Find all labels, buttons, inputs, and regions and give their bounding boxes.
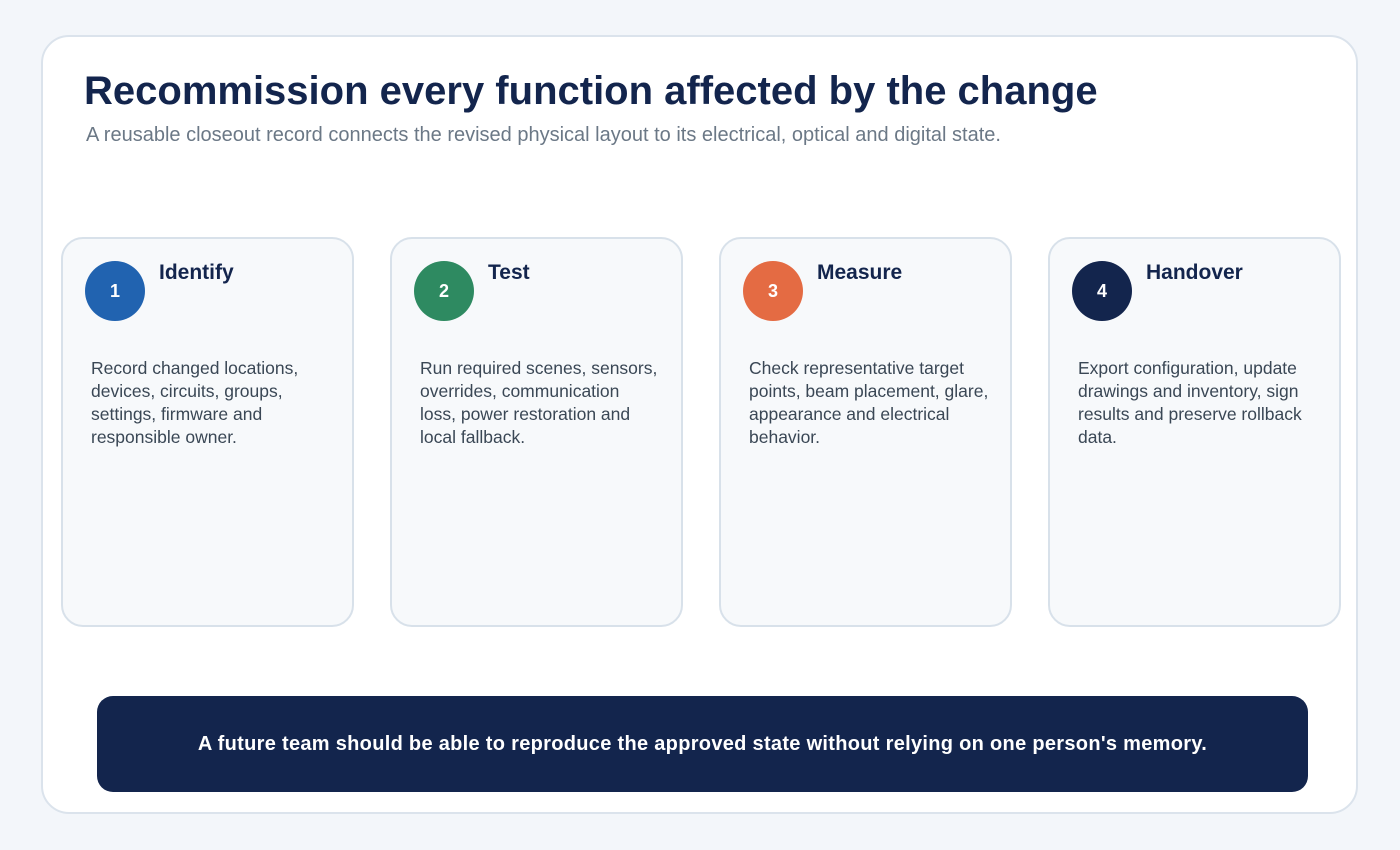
step-title: Test xyxy=(488,261,530,284)
step-card: 1 Identify Record changed locations, devic… xyxy=(61,237,354,627)
step-text: Run required scenes, sensors, overrides,… xyxy=(420,358,658,447)
step-title: Measure xyxy=(817,261,903,284)
step-number: 3 xyxy=(743,261,803,321)
step-card: 4 Handover Export configuration, update dr… xyxy=(1048,237,1341,627)
footer-banner: A future team should be able to reproduc… xyxy=(97,696,1308,792)
step-text: Record changed locations, devices, circu… xyxy=(91,358,299,447)
step-text: Export configuration, update drawings an… xyxy=(1078,358,1302,447)
subtitle: A reusable closeout record connects the … xyxy=(86,124,1001,146)
footer-text: A future team should be able to reproduc… xyxy=(197,732,1208,755)
step-number: 4 xyxy=(1072,261,1132,321)
step-title: Handover xyxy=(1146,261,1243,284)
step-number: 2 xyxy=(414,261,474,321)
step-text: Check representative target points, beam… xyxy=(749,358,989,447)
step-card: 3 Measure Check representative target poin… xyxy=(719,237,1012,627)
step-title: Identify xyxy=(159,261,234,284)
title: Recommission every function affected by … xyxy=(84,69,1098,113)
step-card: 2 Test Run required scenes, sensors, overr… xyxy=(390,237,683,627)
panel: Recommission every function affected by … xyxy=(41,35,1358,814)
step-number: 1 xyxy=(85,261,145,321)
